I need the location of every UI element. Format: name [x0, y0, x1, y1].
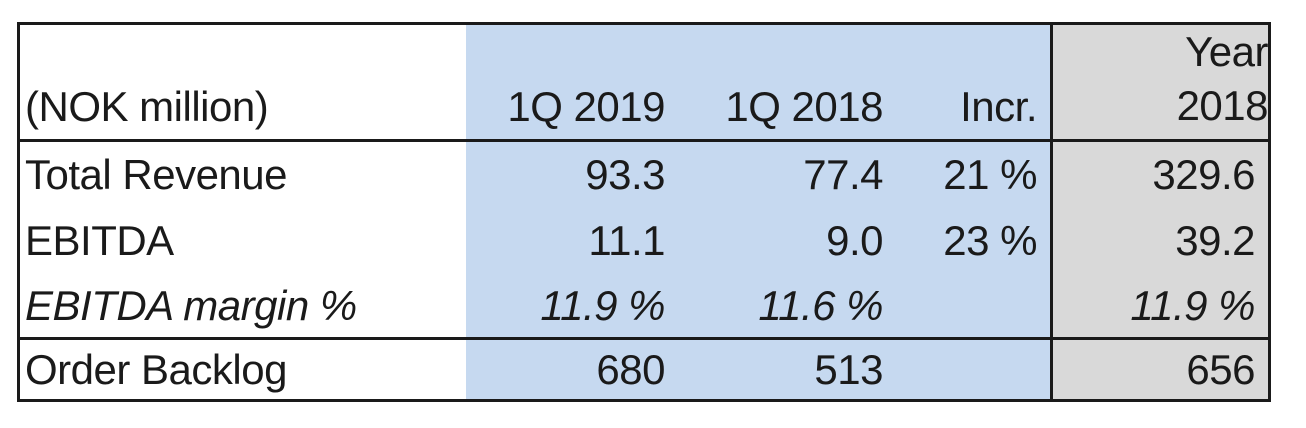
- row-label-ebitda-margin: EBITDA margin %: [20, 274, 466, 340]
- row-label-order-backlog: Order Backlog: [25, 345, 287, 393]
- header-year-line2: 2018: [1176, 82, 1269, 129]
- cell-ebitda-1q2019: 11.1: [466, 208, 678, 274]
- header-col-year-2018: Year 2018: [1050, 25, 1269, 142]
- cell-total-revenue-1q2019: 93.3: [466, 142, 678, 208]
- cell-order-backlog-1q2019: 680: [466, 340, 678, 399]
- cell-ebitda-margin-1q2019: 11.9 %: [466, 274, 678, 340]
- cell-ebitda-margin-year2018: 11.9 %: [1050, 274, 1268, 340]
- header-col-1q-2019: 1Q 2019: [466, 25, 678, 142]
- cell-ebitda-incr: 23 %: [896, 208, 1050, 274]
- header-unit-label: (NOK million): [20, 25, 466, 142]
- cell-total-revenue-year2018: 329.6: [1050, 142, 1268, 208]
- cell-ebitda-year2018: 39.2: [1050, 208, 1268, 274]
- cell-total-revenue-1q2018: 77.4: [678, 142, 896, 208]
- header-col-incr: Incr.: [896, 25, 1050, 142]
- row-label-ebitda: EBITDA: [25, 217, 174, 264]
- financial-summary-table: (NOK million) 1Q 2019 1Q 2018 Incr. Year…: [17, 22, 1271, 402]
- cell-ebitda-1q2018: 9.0: [678, 208, 896, 274]
- cell-order-backlog-year2018: 656: [1050, 340, 1268, 399]
- cell-total-revenue-incr: 21 %: [896, 142, 1050, 208]
- cell-order-backlog-1q2018: 513: [678, 340, 896, 399]
- header-col-1q-2018: 1Q 2018: [678, 25, 896, 142]
- row-label-total-revenue: Total Revenue: [25, 151, 288, 198]
- cell-order-backlog-incr: [896, 340, 1050, 399]
- cell-ebitda-margin-incr: [896, 274, 1050, 340]
- cell-ebitda-margin-1q2018: 11.6 %: [678, 274, 896, 340]
- header-year-line1: Year: [1185, 28, 1268, 75]
